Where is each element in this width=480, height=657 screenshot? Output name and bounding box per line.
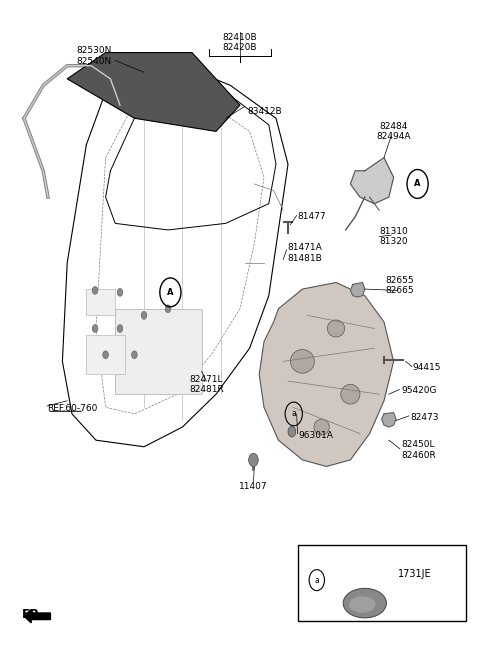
Polygon shape [382,413,396,427]
FancyBboxPatch shape [298,545,466,621]
Text: 81471A
81481B: 81471A 81481B [287,243,322,263]
Text: 82450L
82460R: 82450L 82460R [401,440,436,460]
Circle shape [165,305,171,313]
Circle shape [249,453,258,466]
Text: 95420G: 95420G [401,386,437,396]
Text: 82471L
82481R: 82471L 82481R [189,374,224,394]
Ellipse shape [327,320,345,337]
Text: 96301A: 96301A [299,431,334,440]
Text: A: A [414,179,421,189]
Text: 82655
82665: 82655 82665 [385,276,414,296]
Ellipse shape [343,589,386,618]
Polygon shape [259,283,394,466]
Text: 82484
82494A: 82484 82494A [376,122,411,141]
Circle shape [92,286,98,294]
Circle shape [117,325,123,332]
Circle shape [288,426,296,437]
Ellipse shape [290,350,314,373]
Text: 82530N
82540N: 82530N 82540N [76,46,111,66]
Circle shape [103,351,108,359]
Text: a: a [314,576,319,585]
Bar [115,309,202,394]
Circle shape [141,311,147,319]
Text: 94415: 94415 [413,363,441,373]
Text: FR.: FR. [22,608,45,621]
Ellipse shape [349,597,375,612]
Bar [86,335,125,374]
Circle shape [92,325,98,332]
Bar [86,289,115,315]
Text: 81477: 81477 [298,212,326,221]
Text: 1731JE: 1731JE [398,568,432,579]
Text: a: a [291,409,296,419]
Text: 82410B
82420B: 82410B 82420B [223,33,257,53]
Text: 81310
81320: 81310 81320 [379,227,408,246]
Text: REF.60-760: REF.60-760 [47,404,97,413]
Ellipse shape [314,419,329,435]
Text: 82473: 82473 [410,413,439,422]
FancyArrow shape [24,610,50,623]
Polygon shape [350,283,365,297]
Circle shape [132,351,137,359]
Circle shape [117,288,123,296]
Text: 11407: 11407 [239,482,268,491]
Polygon shape [350,158,394,204]
Text: 83412B: 83412B [247,107,282,116]
Ellipse shape [341,384,360,404]
Text: A: A [167,288,174,297]
Polygon shape [67,53,240,131]
